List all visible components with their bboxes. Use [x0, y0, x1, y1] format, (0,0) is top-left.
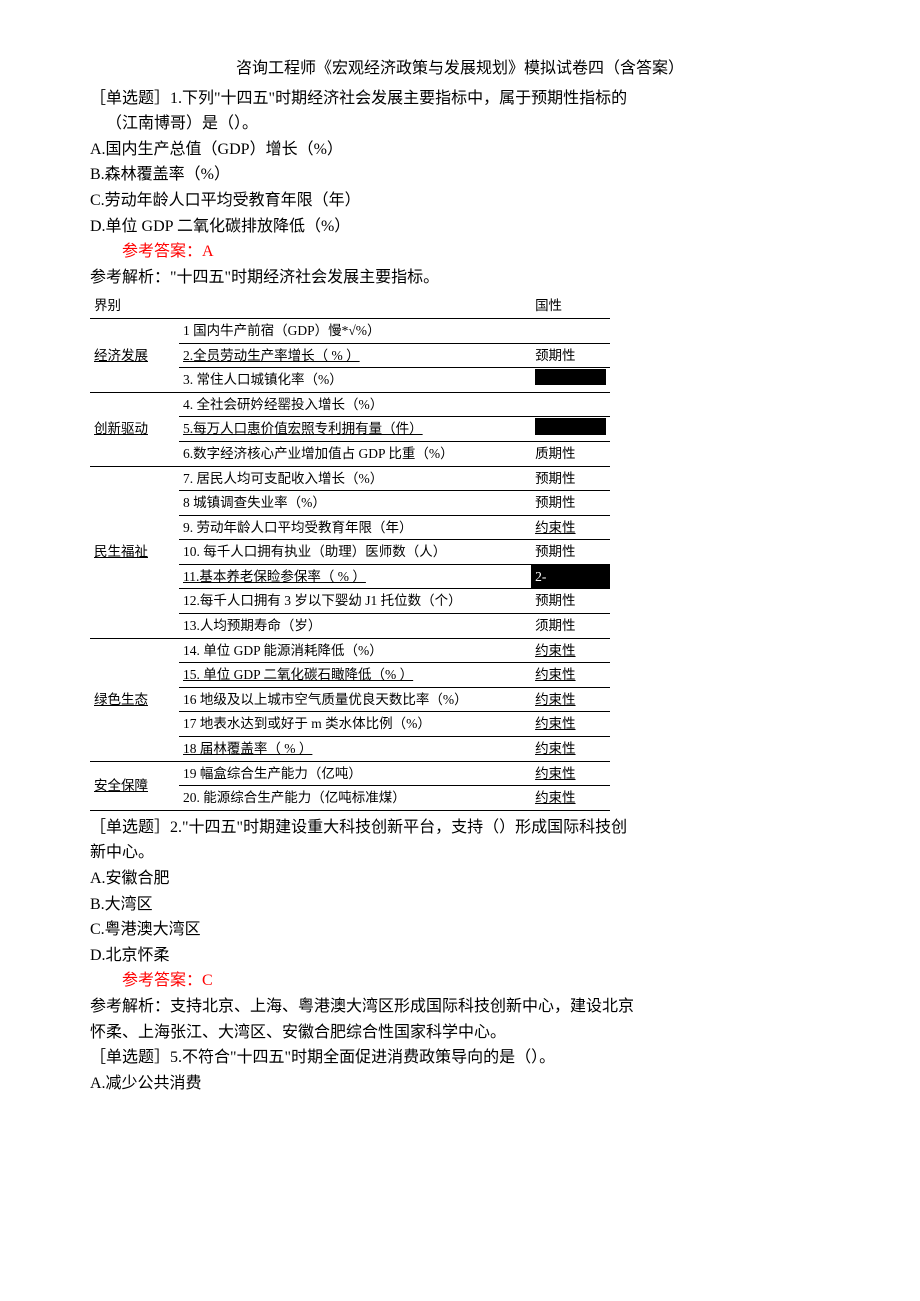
- table-row: 绿色生态14. 单位 GDP 能源消耗降低（%）约束性: [90, 638, 610, 663]
- indicator-cell: 7. 居民人均可支配收入增长（%）: [179, 466, 531, 491]
- indicator-cell: 16 地级及以上城市空气质量优良天数比率（%）: [179, 687, 531, 712]
- q2-stem-line2: 新中心。: [90, 840, 830, 866]
- q5-option-a: A.减少公共消费: [90, 1071, 830, 1097]
- q1-answer: 参考答案：A: [90, 239, 830, 265]
- q2-analysis-line2: 怀柔、上海张江、大湾区、安徽合肥综合性国家科学中心。: [90, 1020, 830, 1046]
- attr-cell: 约束性: [531, 663, 610, 688]
- indicator-cell: 14. 单位 GDP 能源消耗降低（%）: [179, 638, 531, 663]
- doc-title: 咨询工程师《宏观经济政策与发展规划》模拟试卷四（含答案）: [90, 56, 830, 82]
- table-row: 安全保障19 幅盒综合生产能力（亿吨）约束性: [90, 761, 610, 786]
- q5-stem: ［单选题］5.不符合"十四五"时期全面促进消费政策导向的是（）。: [90, 1045, 830, 1071]
- q2-option-a: A.安徽合肥: [90, 866, 830, 892]
- attr-cell: 颈期性: [531, 343, 610, 368]
- attr-cell: 须期性: [531, 614, 610, 639]
- indicator-cell: 18 届林覆盖率（ % ）: [179, 737, 531, 762]
- q1-option-a: A.国内生产总值（GDP）增长（%）: [90, 137, 830, 163]
- attr-cell: 预期性: [531, 540, 610, 565]
- q2-stem-line1: ［单选题］2."十四五"时期建设重大科技创新平台，支持（）形成国际科技创: [90, 815, 830, 841]
- th-category: 界别: [90, 294, 179, 318]
- attr-cell: [531, 368, 610, 393]
- category-cell: 经济发展: [90, 318, 179, 392]
- attr-cell: [531, 392, 610, 417]
- attr-cell: 约束性: [531, 737, 610, 762]
- attr-cell: 约束性: [531, 687, 610, 712]
- indicator-table: 界别国性经济发展1 国内牛产前宿（GDP）慢*√%）2.全员劳动生产率增长（ %…: [90, 294, 610, 810]
- q2-answer: 参考答案：C: [90, 968, 830, 994]
- indicator-cell: 15. 单位 GDP 二氧化碳石瞰降低（% ）: [179, 663, 531, 688]
- table-row: 经济发展1 国内牛产前宿（GDP）慢*√%）: [90, 318, 610, 343]
- q1-stem-line2: （江南博哥）是（）。: [90, 111, 830, 137]
- category-cell: 民生福祉: [90, 466, 179, 638]
- q1-option-c: C.劳动年龄人口平均受教育年限（年）: [90, 188, 830, 214]
- q1-option-d: D.单位 GDP 二氧化碳排放降低（%）: [90, 214, 830, 240]
- table-row: 民生福祉7. 居民人均可支配收入增长（%）预期性: [90, 466, 610, 491]
- attr-cell: 约束性: [531, 515, 610, 540]
- indicator-cell: 1 国内牛产前宿（GDP）慢*√%）: [179, 318, 531, 343]
- q1-stem-line1: ［单选题］1.下列"十四五"时期经济社会发展主要指标中，属于预期性指标的: [90, 86, 830, 112]
- th-indicator: [179, 294, 531, 318]
- indicator-cell: 19 幅盒综合生产能力（亿吨）: [179, 761, 531, 786]
- q2-option-c: C.粤港澳大湾区: [90, 917, 830, 943]
- attr-cell: 2-: [531, 564, 610, 589]
- attr-cell: 约束性: [531, 761, 610, 786]
- q2-analysis-line1: 参考解析：支持北京、上海、粤港澳大湾区形成国际科技创新中心，建设北京: [90, 994, 830, 1020]
- indicator-cell: 5.每万人口惠价值宏照专利拥有量（件）: [179, 417, 531, 442]
- q1-analysis: 参考解析："十四五"时期经济社会发展主要指标。: [90, 265, 830, 291]
- q2-option-b: B.大湾区: [90, 892, 830, 918]
- attr-cell: 质期性: [531, 441, 610, 466]
- attr-cell: [531, 417, 610, 442]
- attr-cell: 预期性: [531, 466, 610, 491]
- category-cell: 安全保障: [90, 761, 179, 810]
- indicator-cell: 10. 每千人口拥有执业（助理）医师数（人）: [179, 540, 531, 565]
- q1-option-b: B.森林覆盖率（%）: [90, 162, 830, 188]
- indicator-cell: 12.每千人口拥有 3 岁以下婴幼 J1 托位数（个）: [179, 589, 531, 614]
- attr-cell: 预期性: [531, 491, 610, 516]
- attr-cell: [531, 318, 610, 343]
- category-cell: 创新驱动: [90, 392, 179, 466]
- indicator-cell: 2.全员劳动生产率增长（ % ）: [179, 343, 531, 368]
- indicator-cell: 17 地表水达到或好于 m 类水体比例（%）: [179, 712, 531, 737]
- indicator-cell: 8 城镇调查失业率（%）: [179, 491, 531, 516]
- attr-cell: 约束性: [531, 712, 610, 737]
- table-row: 创新驱动4. 全社会研妗经罂投入增长（%）: [90, 392, 610, 417]
- indicator-cell: 11.基本养老保睑参保率（ % ）: [179, 564, 531, 589]
- indicator-cell: 6.数字经济核心产业增加值占 GDP 比重（%）: [179, 441, 531, 466]
- attr-cell: 预期性: [531, 589, 610, 614]
- th-attr: 国性: [531, 294, 610, 318]
- indicator-cell: 13.人均预期寿命（岁）: [179, 614, 531, 639]
- attr-cell: 约束性: [531, 638, 610, 663]
- indicator-cell: 9. 劳动年龄人口平均受教育年限（年）: [179, 515, 531, 540]
- attr-cell: 约束性: [531, 786, 610, 811]
- indicator-cell: 4. 全社会研妗经罂投入增长（%）: [179, 392, 531, 417]
- category-cell: 绿色生态: [90, 638, 179, 761]
- indicator-cell: 3. 常住人口城镇化率（%）: [179, 368, 531, 393]
- q2-option-d: D.北京怀柔: [90, 943, 830, 969]
- indicator-cell: 20. 能源综合生产能力（亿吨标准煤）: [179, 786, 531, 811]
